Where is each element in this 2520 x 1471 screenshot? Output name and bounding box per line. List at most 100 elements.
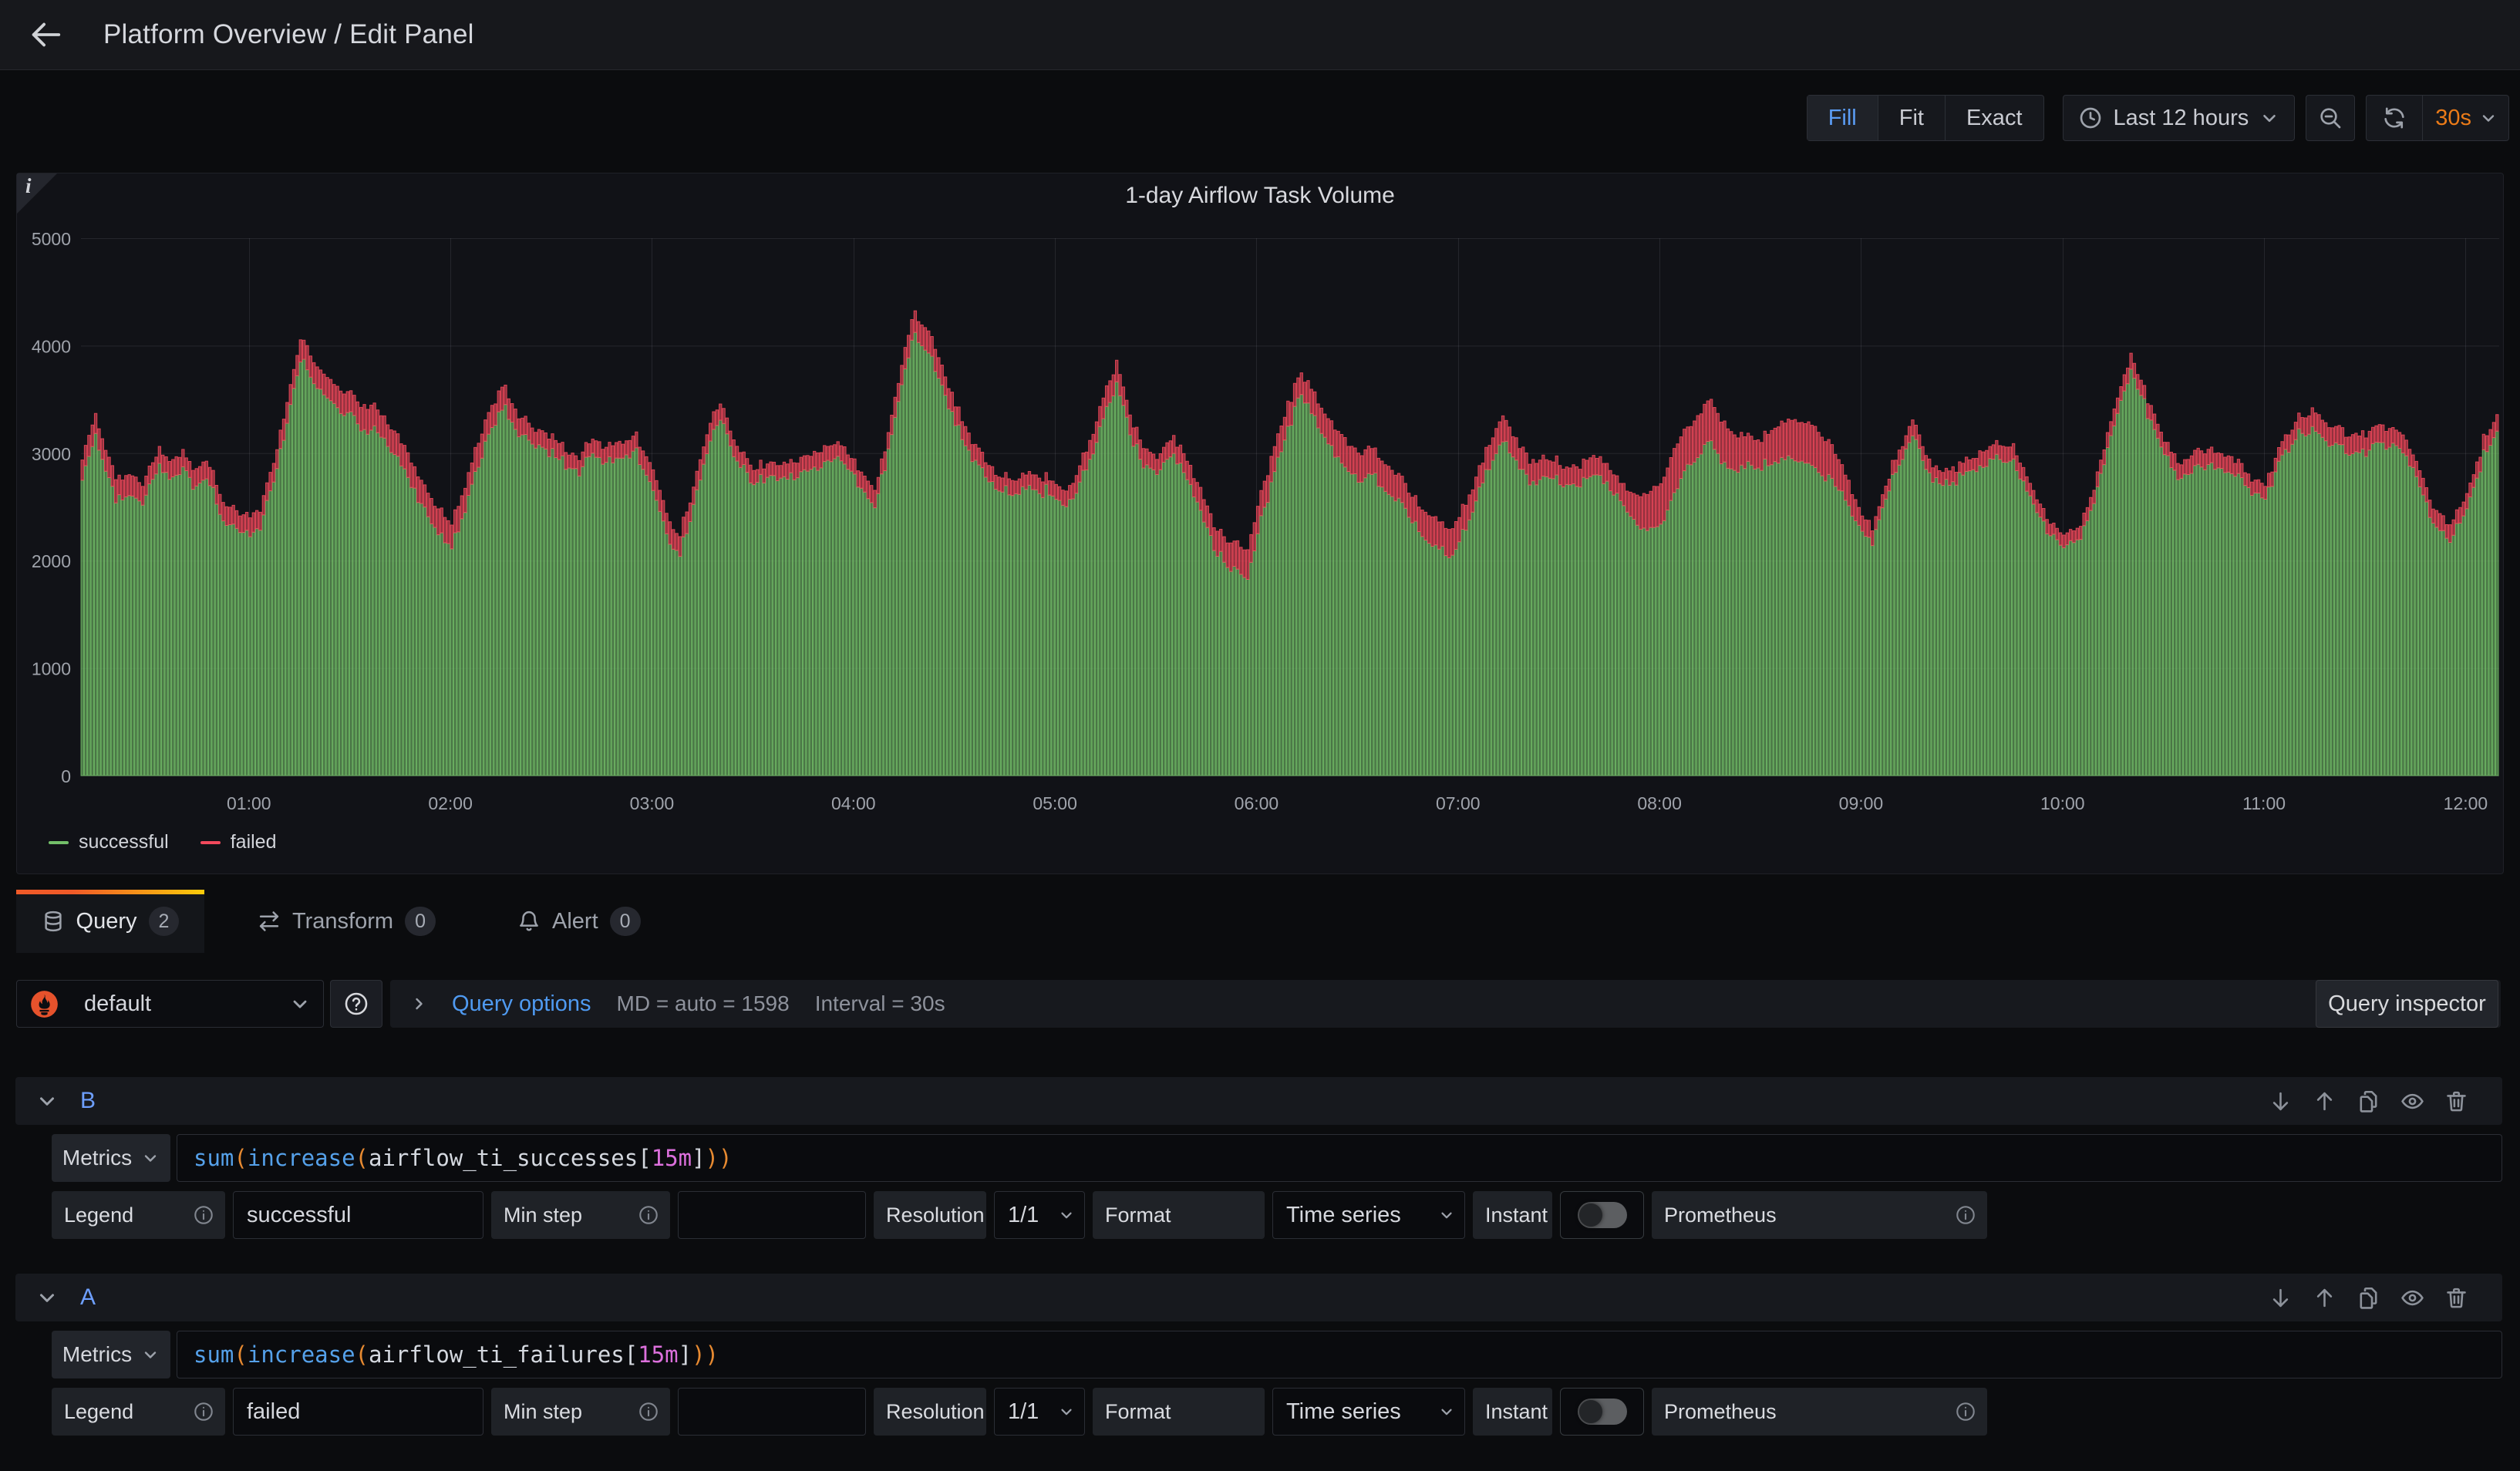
legend-dash — [200, 840, 221, 844]
refresh-icon — [2382, 106, 2407, 130]
instant-label: Instant — [1485, 1203, 1548, 1227]
time-range-group: Last 12 hours — [2062, 95, 2296, 141]
delete-query-button[interactable] — [2444, 1089, 2468, 1113]
svg-text:02:00: 02:00 — [428, 793, 473, 813]
query-options-toggle[interactable]: Query options — [452, 991, 591, 1016]
chevron-down-icon — [1438, 1403, 1455, 1420]
chart-legend: successful failed — [49, 831, 308, 853]
info-circle-icon[interactable] — [1955, 1401, 1976, 1422]
instant-label: Instant — [1485, 1399, 1548, 1423]
chevron-down-icon — [289, 993, 311, 1015]
format-select[interactable]: Time series — [1272, 1388, 1465, 1436]
svg-text:0: 0 — [61, 766, 71, 786]
min-step-input[interactable] — [678, 1191, 866, 1239]
database-icon — [42, 910, 65, 933]
legend-label: Legend — [64, 1399, 134, 1423]
tab-transform[interactable]: Transform 0 — [258, 890, 436, 953]
tab-query[interactable]: Query 2 — [16, 890, 204, 953]
duplicate-query-button[interactable] — [2357, 1286, 2380, 1310]
move-query-down-button[interactable] — [2269, 1286, 2293, 1310]
top-nav-bar: Platform Overview / Edit Panel — [0, 0, 2520, 70]
query-row-header-1[interactable]: A — [15, 1274, 2502, 1321]
refresh-interval-dropdown[interactable]: 30s — [2422, 96, 2508, 140]
toggle-query-visibility-button[interactable] — [2400, 1089, 2424, 1113]
zoom-out-button[interactable] — [2306, 96, 2354, 140]
toggle-query-visibility-button[interactable] — [2400, 1286, 2424, 1310]
promql-expression: sum(increase(airflow_ti_failures[15m])) — [194, 1341, 719, 1368]
chevron-right-icon — [409, 995, 428, 1013]
time-range-picker[interactable]: Last 12 hours — [2064, 96, 2295, 140]
datasource-type-label: Prometheus — [1664, 1399, 1777, 1423]
info-circle-icon[interactable] — [1955, 1204, 1976, 1226]
chevron-down-icon — [2259, 108, 2279, 128]
legend-label: successful — [79, 831, 169, 853]
chevron-down-icon — [2479, 109, 2498, 127]
view-mode-fit-button[interactable]: Fit — [1877, 96, 1945, 140]
query-inspector-button[interactable]: Query inspector — [2316, 980, 2498, 1028]
info-circle-icon[interactable] — [638, 1401, 659, 1422]
svg-text:4000: 4000 — [32, 336, 71, 356]
delete-query-button[interactable] — [2444, 1286, 2468, 1310]
instant-toggle[interactable] — [1560, 1191, 1644, 1239]
refresh-group: 30s — [2366, 95, 2509, 141]
view-mode-fill-button[interactable]: Fill — [1807, 96, 1878, 140]
panel-info-corner[interactable] — [17, 173, 57, 214]
legend-input[interactable]: failed — [233, 1388, 483, 1436]
svg-text:06:00: 06:00 — [1235, 793, 1279, 813]
chart-canvas[interactable]: 0 1000 2000 3000 4000 5000 01:00 02:00 03:00 04:0… — [17, 173, 2505, 875]
view-mode-group: Fill Fit Exact — [1806, 95, 2044, 141]
datasource-help-button[interactable] — [330, 980, 382, 1028]
svg-text:05:00: 05:00 — [1033, 793, 1077, 813]
move-query-down-button[interactable] — [2269, 1089, 2293, 1113]
resolution-select[interactable]: 1/1 — [994, 1388, 1085, 1436]
legend-label: failed — [230, 831, 277, 853]
query-row-header-0[interactable]: B — [15, 1077, 2502, 1125]
max-data-points-text: MD = auto = 1598 — [616, 991, 790, 1015]
transform-count-badge: 0 — [405, 907, 436, 936]
chevron-down-icon — [1438, 1207, 1455, 1224]
chevron-down-icon — [1058, 1207, 1075, 1224]
info-circle-icon[interactable] — [193, 1204, 214, 1226]
back-button[interactable] — [28, 17, 63, 52]
promql-expression-input[interactable]: sum(increase(airflow_ti_successes[15m])) — [177, 1134, 2502, 1182]
panel-toolbar: Fill Fit Exact Last 12 hours 30s — [1806, 95, 2509, 141]
svg-text:2000: 2000 — [32, 551, 71, 571]
datasource-type-label: Prometheus — [1664, 1203, 1777, 1227]
promql-expression-input[interactable]: sum(increase(airflow_ti_failures[15m])) — [177, 1331, 2502, 1378]
refresh-button[interactable] — [2367, 96, 2422, 140]
legend-input[interactable]: successful — [233, 1191, 483, 1239]
move-query-up-button[interactable] — [2313, 1286, 2336, 1310]
min-step-label: Min step — [504, 1399, 583, 1423]
resolution-label: Resolution — [886, 1399, 985, 1423]
metrics-mode-dropdown[interactable]: Metrics — [52, 1331, 170, 1378]
format-select[interactable]: Time series — [1272, 1191, 1465, 1239]
svg-text:11:00: 11:00 — [2242, 793, 2286, 813]
datasource-picker[interactable]: default — [16, 980, 324, 1028]
zoom-out-group — [2306, 95, 2356, 141]
resolution-label: Resolution — [886, 1203, 985, 1227]
info-circle-icon[interactable] — [193, 1401, 214, 1422]
resolution-select[interactable]: 1/1 — [994, 1191, 1085, 1239]
info-circle-icon[interactable] — [638, 1204, 659, 1226]
query-count-badge: 2 — [148, 907, 180, 936]
panel-title[interactable]: 1-day Airflow Task Volume — [1125, 183, 1395, 208]
legend-item-failed[interactable]: failed — [200, 831, 277, 853]
svg-text:08:00: 08:00 — [1637, 793, 1682, 813]
duplicate-query-button[interactable] — [2357, 1089, 2380, 1113]
format-label: Format — [1105, 1399, 1171, 1423]
svg-text:3000: 3000 — [32, 444, 71, 464]
svg-text:10:00: 10:00 — [2040, 793, 2085, 813]
move-query-up-button[interactable] — [2313, 1089, 2336, 1113]
instant-toggle[interactable] — [1560, 1388, 1644, 1436]
clock-icon — [2078, 106, 2103, 130]
chevron-down-icon — [141, 1345, 160, 1364]
alert-count-badge: 0 — [609, 907, 641, 936]
tab-alert[interactable]: Alert 0 — [517, 890, 641, 953]
bell-icon — [517, 910, 541, 933]
query-options-strip[interactable]: Query options MD = auto = 1598 Interval … — [390, 980, 2501, 1028]
metrics-mode-dropdown[interactable]: Metrics — [52, 1134, 170, 1182]
legend-item-successful[interactable]: successful — [49, 831, 169, 853]
min-step-input[interactable] — [678, 1388, 866, 1436]
zoom-out-icon — [2318, 106, 2343, 130]
view-mode-exact-button[interactable]: Exact — [1944, 96, 2043, 140]
